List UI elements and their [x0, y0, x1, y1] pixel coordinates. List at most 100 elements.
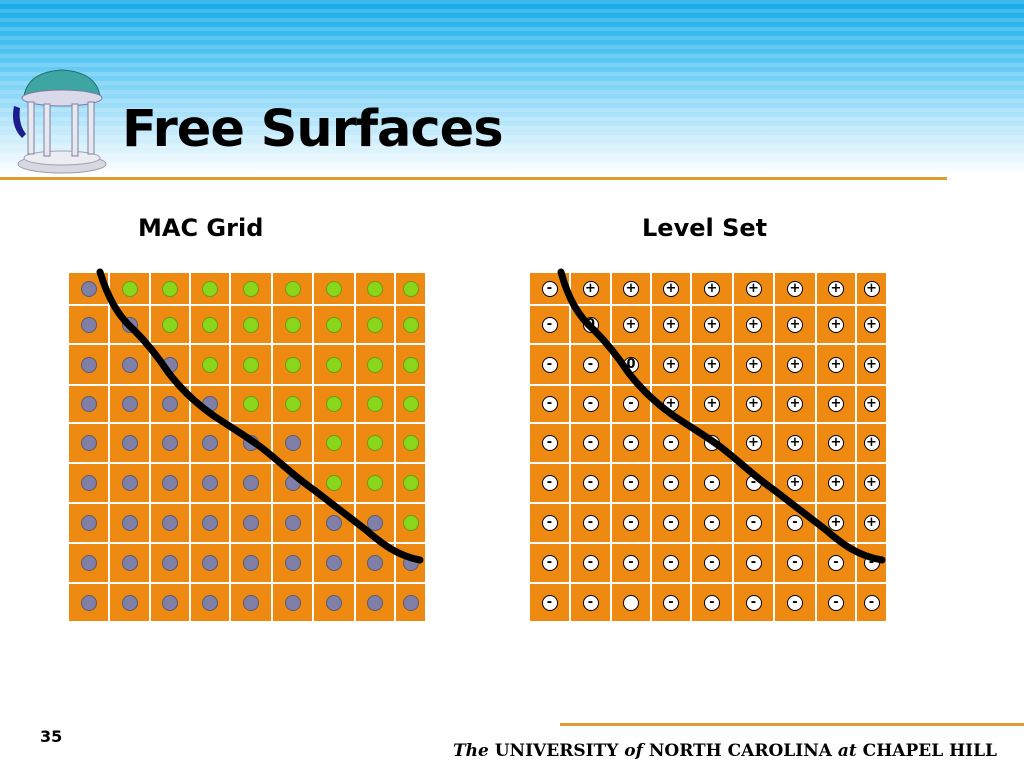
inside-marker [284, 435, 301, 451]
plus-marker: + [863, 280, 880, 297]
minus-marker: - [623, 515, 639, 531]
inside-marker [121, 396, 138, 412]
minus-marker: - [828, 594, 844, 611]
mac-grid [68, 272, 426, 622]
plus-marker: + [704, 280, 720, 297]
outside-marker [367, 435, 383, 451]
minus-marker: - [582, 555, 599, 571]
outside-marker [243, 280, 259, 297]
inside-marker [162, 435, 178, 451]
outside-marker [162, 280, 178, 297]
minus-marker: - [663, 555, 679, 571]
inside-marker [326, 555, 342, 571]
minus-marker: - [582, 396, 599, 412]
plus-marker: + [623, 280, 639, 297]
outside-marker [121, 280, 138, 297]
outside-marker [326, 475, 342, 491]
plus-marker: + [828, 280, 844, 297]
outside-marker [243, 316, 259, 333]
zero-marker: 0 [582, 316, 599, 333]
inside-marker [202, 475, 218, 491]
inside-marker [162, 475, 178, 491]
outside-marker [202, 316, 218, 333]
inside-marker [162, 594, 178, 611]
outside-marker [367, 356, 383, 373]
minus-marker: - [787, 555, 803, 571]
footer-the: The [452, 741, 489, 761]
footer-state: NORTH CAROLINA [648, 741, 832, 761]
level-set-label: Level Set [642, 214, 768, 242]
inside-marker [402, 555, 419, 571]
title-divider [0, 177, 947, 180]
minus-marker: - [663, 594, 679, 611]
plus-marker: + [863, 435, 880, 451]
university-footer: The UNIVERSITY of NORTH CAROLINA at CHAP… [453, 741, 997, 761]
plus-marker: + [787, 396, 803, 412]
minus-marker: - [582, 435, 599, 451]
minus-marker: - [745, 555, 762, 571]
outside-marker [202, 356, 218, 373]
page-number: 35 [40, 727, 63, 746]
inside-marker [80, 356, 97, 373]
plus-marker: + [787, 280, 803, 297]
minus-marker: - [541, 316, 558, 333]
outside-marker [162, 316, 178, 333]
plus-marker: + [704, 396, 720, 412]
plus-marker: + [863, 475, 880, 491]
plus-marker: + [663, 396, 679, 412]
old-well-logo-icon [13, 69, 107, 174]
outside-marker [243, 356, 259, 373]
outside-marker [326, 280, 342, 297]
inside-marker [80, 435, 97, 451]
minus-marker: - [623, 396, 639, 412]
outside-marker [367, 280, 383, 297]
footer-at: at [837, 741, 857, 761]
minus-marker: - [541, 555, 558, 571]
outside-marker [326, 316, 342, 333]
inside-marker [162, 515, 178, 531]
inside-marker [243, 475, 259, 491]
minus-marker: - [541, 280, 558, 297]
outside-marker [284, 356, 301, 373]
outside-marker [367, 475, 383, 491]
minus-marker: - [787, 515, 803, 531]
minus-marker: - [541, 396, 558, 412]
plus-marker: + [745, 316, 762, 333]
inside-marker [367, 594, 383, 611]
outside-marker [367, 396, 383, 412]
plus-marker: + [704, 316, 720, 333]
minus-marker: - [541, 515, 558, 531]
plus-marker: + [787, 435, 803, 451]
plus-marker: + [745, 396, 762, 412]
minus-marker: - [663, 475, 679, 491]
plus-marker: + [787, 316, 803, 333]
footer-divider [560, 723, 1024, 726]
outside-marker [284, 280, 301, 297]
outside-marker [402, 316, 419, 333]
minus-marker: - [663, 515, 679, 531]
minus-marker: - [623, 475, 639, 491]
plus-marker: + [623, 316, 639, 333]
inside-marker [202, 555, 218, 571]
inside-marker [202, 396, 218, 412]
plus-marker: + [863, 316, 880, 333]
minus-marker: - [745, 594, 762, 611]
inside-marker [80, 280, 97, 297]
footer-campus: CHAPEL HILL [862, 741, 997, 761]
outside-marker [326, 356, 342, 373]
minus-marker: - [541, 475, 558, 491]
plus-marker: + [828, 396, 844, 412]
plus-marker: + [828, 475, 844, 491]
plus-marker: + [745, 356, 762, 373]
minus-marker: - [787, 594, 803, 611]
outside-marker [202, 280, 218, 297]
inside-marker [80, 316, 97, 333]
inside-marker [121, 515, 138, 531]
plus-marker: + [663, 280, 679, 297]
outside-marker [243, 396, 259, 412]
minus-marker: - [582, 594, 599, 611]
inside-marker [80, 594, 97, 611]
level-set-grid: - + + + + + + + + - 0 + + + + + + + - - 0 + + + + + + - - - + + + + + + - - - -… [529, 272, 887, 622]
outside-marker [402, 475, 419, 491]
footer-of: of [624, 741, 643, 761]
